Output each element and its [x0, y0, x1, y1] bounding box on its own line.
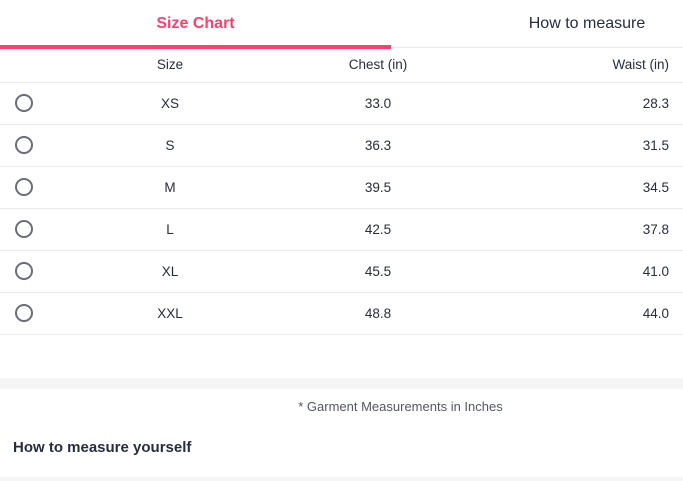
tab-size-chart-label: Size Chart: [156, 14, 235, 32]
tab-how-to-measure-label: How to measure: [528, 14, 646, 32]
garment-footnote: * Garment Measurements in Inches: [298, 398, 503, 414]
waist-cell: 41.0: [464, 250, 683, 293]
table-row[interactable]: XXL 48.8 44.0: [0, 292, 683, 335]
size-radio-button[interactable]: [15, 136, 33, 154]
size-cell: XL: [48, 250, 292, 293]
size-cell: XS: [48, 82, 292, 125]
active-tab-underline: [0, 45, 391, 49]
waist-cell: 31.5: [464, 124, 683, 167]
radio-cell: [0, 250, 48, 293]
tab-how-to-measure[interactable]: How to measure: [491, 0, 683, 47]
divider-band: [0, 377, 683, 389]
table-row[interactable]: XL 45.5 41.0: [0, 250, 683, 293]
column-header-chest: Chest (in): [292, 48, 464, 83]
tab-bar: Size Chart How to measure: [0, 0, 683, 49]
radio-cell: [0, 124, 48, 167]
table-row[interactable]: M 39.5 34.5: [0, 166, 683, 209]
radio-cell: [0, 82, 48, 125]
size-cell: M: [48, 166, 292, 209]
radio-cell: [0, 166, 48, 209]
column-header-waist: Waist (in): [464, 48, 683, 83]
tab-size-chart[interactable]: Size Chart: [0, 0, 391, 47]
size-radio-button[interactable]: [15, 178, 33, 196]
table-row[interactable]: L 42.5 37.8: [0, 208, 683, 251]
size-table: Size Chest (in) Waist (in) XS 33.0 28.3 …: [0, 48, 683, 335]
size-radio-button[interactable]: [15, 262, 33, 280]
radio-column-header: [0, 48, 48, 83]
size-table-header-row: Size Chest (in) Waist (in): [0, 48, 683, 83]
size-radio-button[interactable]: [15, 220, 33, 238]
waist-cell: 28.3: [464, 82, 683, 125]
chest-cell: 36.3: [292, 124, 464, 167]
size-table-body: XS 33.0 28.3 S 36.3 31.5 M 39.5 34.5 L 4…: [0, 82, 683, 335]
waist-cell: 34.5: [464, 166, 683, 209]
radio-cell: [0, 292, 48, 335]
size-radio-button[interactable]: [15, 304, 33, 322]
waist-cell: 37.8: [464, 208, 683, 251]
how-to-measure-heading: How to measure yourself: [13, 438, 192, 456]
size-cell: L: [48, 208, 292, 251]
column-header-size: Size: [48, 48, 292, 83]
table-row[interactable]: XS 33.0 28.3: [0, 82, 683, 125]
waist-cell: 44.0: [464, 292, 683, 335]
radio-cell: [0, 208, 48, 251]
size-cell: S: [48, 124, 292, 167]
size-cell: XXL: [48, 292, 292, 335]
size-radio-button[interactable]: [15, 94, 33, 112]
chest-cell: 45.5: [292, 250, 464, 293]
table-row[interactable]: S 36.3 31.5: [0, 124, 683, 167]
chest-cell: 39.5: [292, 166, 464, 209]
chest-cell: 42.5: [292, 208, 464, 251]
bottom-divider-band: [0, 477, 683, 481]
chest-cell: 33.0: [292, 82, 464, 125]
chest-cell: 48.8: [292, 292, 464, 335]
